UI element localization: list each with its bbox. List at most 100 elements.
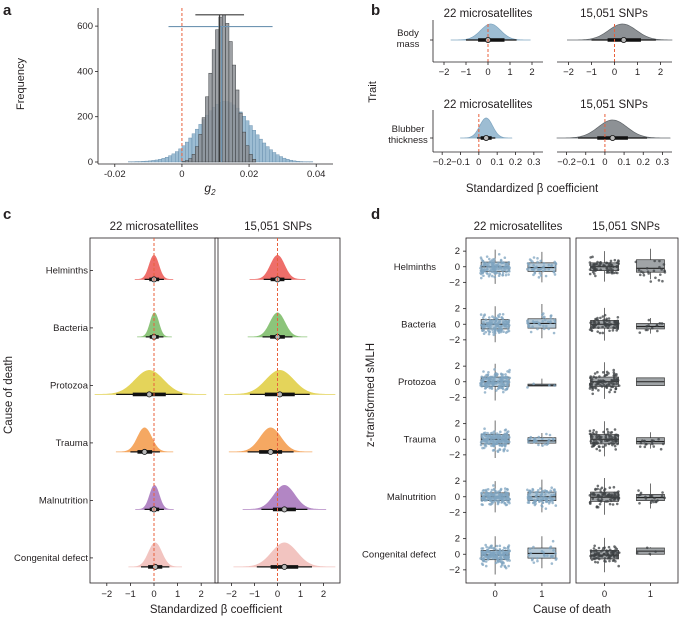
jitter-point xyxy=(507,319,511,322)
hist-bar-snp xyxy=(242,131,246,163)
jitter-point xyxy=(506,547,510,551)
jitter-point xyxy=(504,428,508,431)
jitter-point xyxy=(497,438,500,441)
jitter-point xyxy=(491,442,495,446)
panel-c-snp-trauma-density xyxy=(228,427,313,453)
hist-bar-micro xyxy=(151,160,156,163)
jitter-point xyxy=(501,271,505,275)
jitter-point xyxy=(494,381,498,385)
jitter-point xyxy=(609,322,613,326)
jitter-point xyxy=(481,563,485,567)
jitter-point xyxy=(645,546,649,550)
jitter-point xyxy=(593,372,597,375)
trait-blubber-line2: thickness xyxy=(388,135,428,146)
jitter-point xyxy=(609,431,612,435)
jitter-point xyxy=(599,550,603,553)
jitter-point xyxy=(491,493,494,496)
jitter-point xyxy=(538,499,541,503)
jitter-point xyxy=(599,490,602,494)
jitter-point xyxy=(504,556,508,559)
panel-d-row-label: Congenital defect xyxy=(362,549,436,560)
panel-a-x-tick-label: 0.02 xyxy=(240,169,259,180)
jitter-point xyxy=(591,442,594,445)
panel-c-ylabel: Cause of death xyxy=(3,356,15,434)
jitter-point xyxy=(497,386,501,389)
hist-bar-micro xyxy=(258,138,263,163)
jitter-point xyxy=(498,498,502,501)
jitter-point xyxy=(654,500,658,503)
jitter-point xyxy=(603,557,607,560)
jitter-point xyxy=(607,323,611,326)
jitter-point xyxy=(595,430,598,434)
jitter-point xyxy=(503,268,507,272)
jitter-point xyxy=(480,258,483,261)
jitter-point xyxy=(662,263,666,266)
jitter-point xyxy=(483,391,487,394)
jitter-point xyxy=(540,504,543,507)
panel-d-y-tick-label: 0 xyxy=(455,319,460,330)
jitter-point xyxy=(528,437,532,441)
jitter-point xyxy=(607,264,610,268)
jitter-point xyxy=(652,269,656,273)
jitter-point xyxy=(609,388,613,391)
jitter-point xyxy=(614,374,618,377)
jitter-point xyxy=(591,392,595,396)
jitter-point xyxy=(493,495,497,498)
panel-c-xlabel: Standardized β coefficient xyxy=(150,604,283,616)
jitter-point xyxy=(479,276,483,280)
panel-d-x-tick-label: 1 xyxy=(539,589,544,600)
jitter-point xyxy=(610,499,613,503)
panel-c-x-tick-label: −2 xyxy=(226,589,237,600)
jitter-point xyxy=(542,316,545,319)
jitter-point xyxy=(602,383,606,387)
jitter-point xyxy=(501,377,505,380)
jitter-point xyxy=(506,449,509,452)
jitter-point xyxy=(612,485,616,489)
jitter-point xyxy=(605,317,608,321)
jitter-point xyxy=(488,494,491,498)
jitter-point xyxy=(546,440,549,444)
jitter-point xyxy=(607,317,611,320)
jitter-point xyxy=(485,322,489,325)
jitter-point xyxy=(551,554,554,558)
jitter-point xyxy=(479,381,482,385)
jitter-point xyxy=(507,273,510,276)
jitter-point xyxy=(506,327,510,331)
jitter-point xyxy=(541,444,544,447)
jitter-point xyxy=(479,313,483,316)
jitter-point xyxy=(527,263,531,266)
jitter-point xyxy=(594,317,597,321)
jitter-point xyxy=(495,544,499,548)
jitter-point xyxy=(483,313,487,317)
jitter-point xyxy=(607,545,611,549)
jitter-point xyxy=(659,447,663,451)
jitter-point xyxy=(527,266,531,269)
jitter-point xyxy=(606,430,610,434)
jitter-point xyxy=(481,325,485,328)
panel-b-x-tick-label: 0.3 xyxy=(527,157,540,168)
jitter-point xyxy=(590,265,593,269)
jitter-point xyxy=(602,263,605,267)
jitter-point xyxy=(597,326,600,330)
panel-c-row-label: Malnutrition xyxy=(39,495,88,506)
jitter-point xyxy=(542,327,546,331)
panel-b-x-tick-label: 2 xyxy=(658,67,663,78)
panel-b-snp-row0-density xyxy=(567,23,673,41)
jitter-point xyxy=(504,375,508,379)
jitter-point xyxy=(490,261,494,265)
jitter-point xyxy=(659,273,662,276)
jitter-point xyxy=(531,501,535,505)
jitter-point xyxy=(616,551,620,554)
panel-d-frame-snp xyxy=(575,237,679,584)
jitter-point xyxy=(608,329,611,333)
jitter-point xyxy=(481,376,485,380)
jitter-point xyxy=(588,494,592,497)
jitter-point xyxy=(503,324,506,328)
jitter-point xyxy=(612,376,616,380)
jitter-point xyxy=(498,322,501,325)
jitter-point xyxy=(591,431,595,435)
jitter-point xyxy=(529,551,533,555)
jitter-point xyxy=(482,495,485,499)
hist-bar-micro xyxy=(252,130,256,163)
jitter-point xyxy=(588,268,592,271)
